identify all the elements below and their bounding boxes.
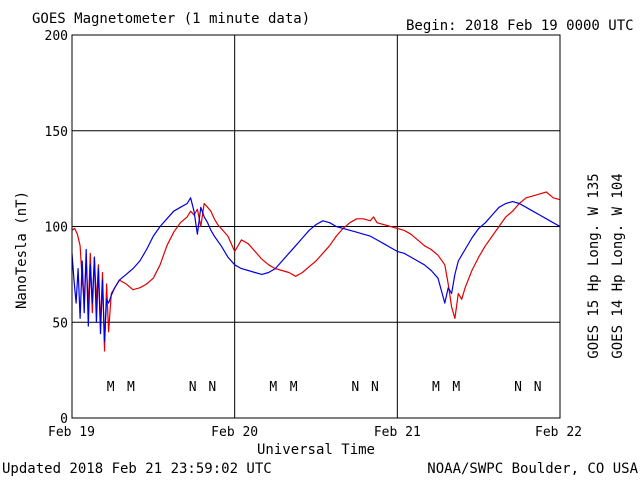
local-time-marker: N — [514, 380, 522, 395]
local-time-marker: M — [269, 380, 277, 395]
legend-goes15: GOES 15 Hp Long. W 135 — [586, 173, 602, 358]
x-axis-label: Universal Time — [257, 442, 375, 458]
x-tick-label: Feb 22 — [535, 425, 582, 440]
y-axis-label: NanoTesla (nT) — [14, 191, 30, 309]
local-time-marker: N — [189, 380, 197, 395]
begin-label: Begin: 2018 Feb 19 0000 UTC — [406, 18, 634, 34]
source-credit: NOAA/SWPC Boulder, CO USA — [427, 461, 638, 477]
x-tick-label: Feb 19 — [48, 425, 95, 440]
local-time-marker: M — [452, 380, 460, 395]
x-tick-label: Feb 21 — [374, 425, 421, 440]
y-tick-label: 100 — [45, 221, 68, 236]
x-tick-label: Feb 20 — [211, 425, 258, 440]
local-time-marker: M — [127, 380, 135, 395]
grid — [72, 35, 560, 418]
chart-title: GOES Magnetometer (1 minute data) — [32, 11, 310, 27]
y-tick-label: 200 — [45, 29, 68, 44]
local-time-marker: M — [290, 380, 298, 395]
local-time-marker: N — [208, 380, 216, 395]
series-goes14-line — [71, 197, 561, 342]
y-axis-ticks: 0 50 100 150 200 — [45, 29, 68, 427]
updated-timestamp: Updated 2018 Feb 21 23:59:02 UTC — [2, 461, 272, 477]
local-time-marker: N — [534, 380, 542, 395]
series-layer — [71, 191, 561, 352]
y-tick-label: 0 — [60, 412, 68, 427]
y-tick-label: 50 — [52, 316, 68, 331]
plot-frame — [71, 34, 561, 419]
local-time-marker: M — [432, 380, 440, 395]
legend-goes14: GOES 14 Hp Long. W 104 — [610, 173, 626, 358]
x-axis-ticks: Feb 19 Feb 20 Feb 21 Feb 22 — [48, 425, 582, 440]
local-time-marker: M — [107, 380, 115, 395]
local-time-marker: N — [371, 380, 379, 395]
local-time-marker: N — [351, 380, 359, 395]
y-tick-label: 150 — [45, 125, 68, 140]
